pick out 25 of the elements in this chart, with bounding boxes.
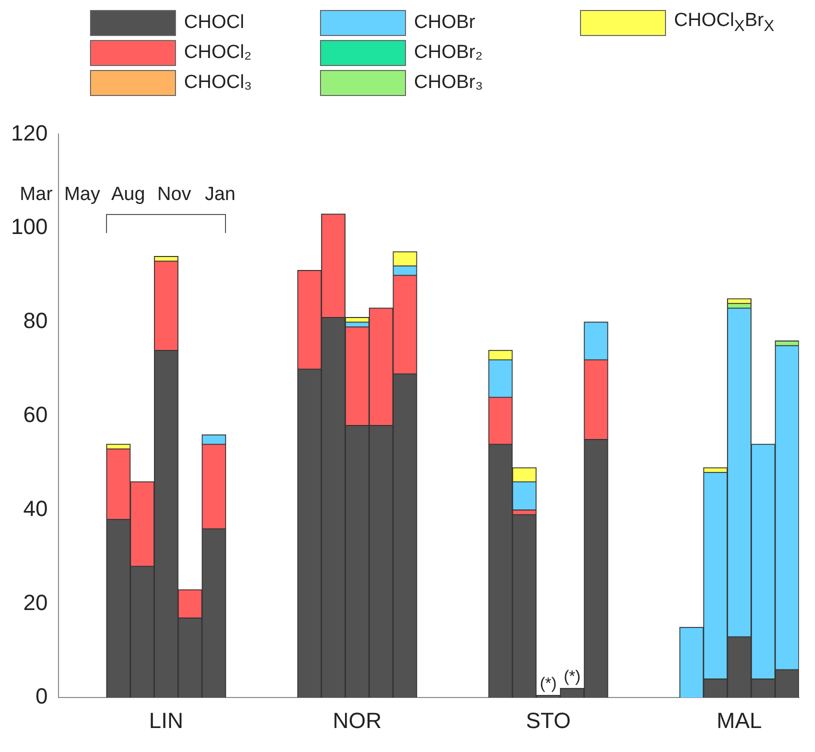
legend-label: CHOCl: [184, 12, 244, 34]
legend-label: CHOCl₂: [184, 42, 252, 64]
data-label: (*): [564, 668, 581, 686]
x-tick-label: STO: [526, 708, 571, 733]
data-label: (*): [540, 676, 557, 693]
x-tick-label: MAL: [716, 708, 762, 733]
annotation: May: [64, 184, 101, 205]
legend-label: CHOCl$_{X}$Br$_{X}$: [674, 10, 774, 36]
y-tick-label: 120: [10, 120, 48, 146]
legend-label: CHOBr: [414, 12, 476, 34]
y-tick-label: 80: [23, 308, 48, 334]
x-tick-label: LIN: [149, 708, 184, 733]
legend-label: CHOBr₂: [414, 42, 483, 64]
legend-label: CHOCl₃: [184, 72, 252, 94]
x-tick-label: NOR: [332, 708, 382, 733]
text: Mar: [20, 184, 54, 205]
y-tick-label: 60: [23, 402, 48, 427]
y-tick-label: 40: [23, 496, 48, 521]
legend-label: CHOBr₃: [414, 72, 483, 94]
y-tick-label: 100: [10, 214, 48, 240]
y-tick-label: 0: [35, 684, 48, 709]
annotation: Nov: [157, 184, 192, 205]
annotation: Aug: [111, 184, 146, 205]
annotation: Jan: [204, 184, 236, 205]
y-tick-label: 20: [23, 590, 48, 615]
